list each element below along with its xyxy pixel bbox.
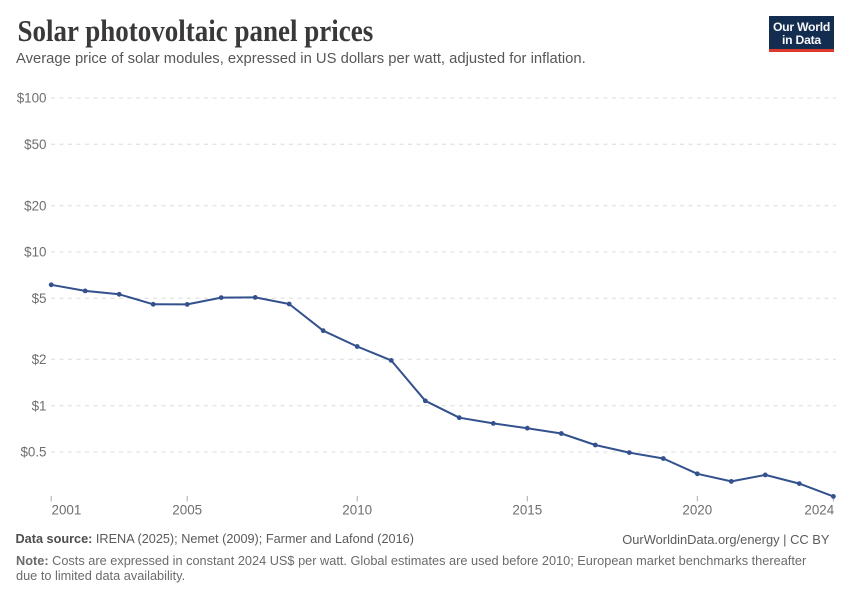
- svg-text:$10: $10: [24, 245, 46, 260]
- svg-text:2015: 2015: [512, 503, 542, 518]
- svg-text:2010: 2010: [342, 503, 372, 518]
- svg-text:$100: $100: [17, 91, 47, 106]
- svg-text:2001: 2001: [52, 503, 82, 518]
- svg-text:2024: 2024: [804, 503, 834, 518]
- svg-text:$20: $20: [24, 199, 46, 214]
- svg-text:2005: 2005: [172, 503, 202, 518]
- svg-text:$2: $2: [32, 352, 47, 367]
- svg-text:$50: $50: [24, 137, 46, 152]
- svg-text:$0.5: $0.5: [20, 445, 46, 460]
- svg-text:2020: 2020: [682, 503, 712, 518]
- svg-text:$1: $1: [32, 398, 47, 413]
- svg-text:$5: $5: [32, 291, 47, 306]
